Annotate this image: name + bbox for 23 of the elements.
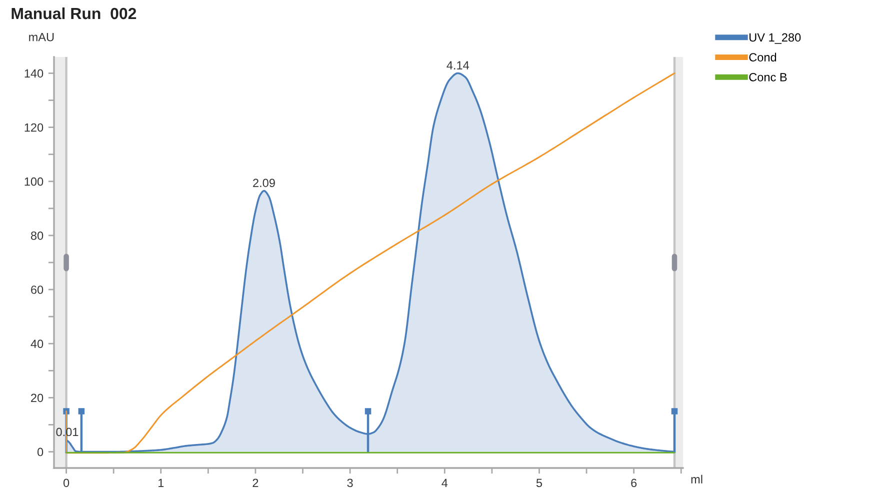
y-tick-label: 120 xyxy=(24,123,44,132)
x-tick-label: 1 xyxy=(158,478,164,487)
y-tick-label: 80 xyxy=(30,231,44,240)
annotation: 2.09 xyxy=(253,178,275,188)
y-tick-label: 40 xyxy=(30,340,44,348)
y-tick-label: 60 xyxy=(31,286,44,294)
x-tick-label: 4 xyxy=(442,478,448,487)
y-tick-label: 20 xyxy=(31,394,44,402)
legend-label: Cond xyxy=(749,52,776,62)
y-tick-label: 0 xyxy=(37,448,44,456)
y-tick-label: 100 xyxy=(24,177,44,186)
x-tick-label: 3 xyxy=(347,478,353,488)
y-axis-title: mAU xyxy=(29,33,54,42)
legend-label: UV 1_280 xyxy=(750,33,801,44)
x-tick-label: 5 xyxy=(536,478,542,488)
x-tick-label: 0 xyxy=(63,478,70,488)
x-tick-label: 6 xyxy=(631,478,637,488)
legend-label: Conc B xyxy=(749,72,787,82)
y-tick-label: 140 xyxy=(24,69,44,78)
annotation: 4.14 xyxy=(446,61,470,70)
x-tick-label: 2 xyxy=(252,478,258,487)
chart-title: Manual Run 002 xyxy=(12,7,136,20)
x-axis-title: ml xyxy=(691,474,702,484)
